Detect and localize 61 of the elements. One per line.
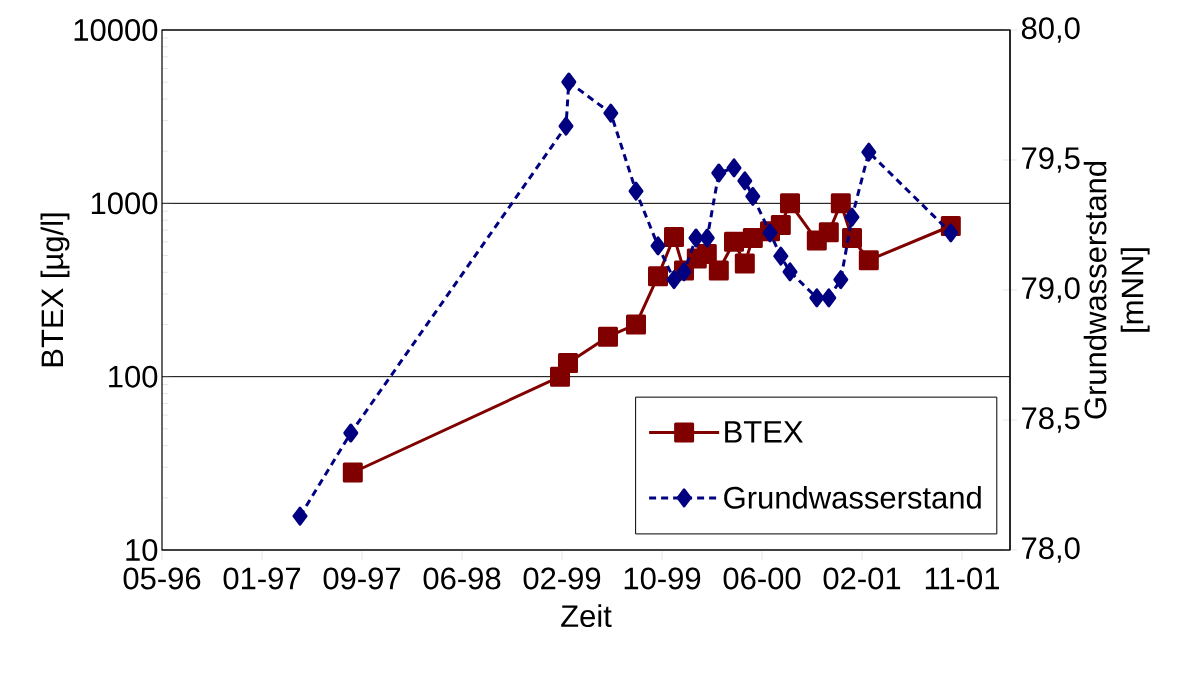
point [830, 193, 851, 214]
point [343, 423, 359, 443]
x-tick-label: 05-96 [123, 567, 201, 590]
point [664, 226, 685, 247]
y2-axis-title: Grundwasserstand [mNN] [1083, 161, 1150, 419]
x-tick-label: 09-97 [323, 567, 401, 590]
point [724, 231, 745, 252]
x-tick-label: 02-99 [523, 567, 601, 590]
point [773, 246, 789, 266]
x-axis-title: Zeit [561, 604, 612, 628]
point [699, 228, 715, 248]
x-tick-label: 06-00 [723, 567, 801, 590]
y-tick-label: 10000 [74, 19, 158, 41]
point [666, 270, 682, 290]
x-tick-label: 10-99 [624, 567, 701, 590]
point [650, 236, 666, 256]
point [561, 72, 577, 92]
point [558, 116, 574, 136]
point [628, 181, 644, 201]
point [626, 314, 647, 335]
point [696, 244, 717, 265]
point [603, 103, 619, 123]
point [943, 223, 959, 243]
point [809, 288, 825, 308]
point [558, 352, 578, 373]
x-tick-label: 02-01 [823, 567, 901, 590]
point [780, 193, 801, 214]
y-tick-label: 100 [109, 365, 158, 388]
y-tick-label: 10 [126, 539, 158, 561]
point [726, 158, 742, 178]
point [708, 260, 729, 281]
point [818, 222, 839, 243]
y2-tick-label: 79,5 [1022, 147, 1080, 173]
y-tick-label: 1000 [91, 192, 158, 215]
point [742, 228, 763, 249]
point [734, 253, 755, 274]
point [737, 171, 753, 191]
legend-label: BTEX [725, 421, 803, 443]
point [342, 462, 363, 483]
y2-tick-label: 80,0 [1021, 17, 1080, 43]
x-tick-label: 06-98 [423, 567, 501, 590]
point [833, 270, 849, 290]
y2-tick-label: 78,0 [1022, 537, 1080, 563]
y-axis-title: BTEX [µg/l] [40, 213, 70, 367]
y2-tick-label: 79,0 [1022, 277, 1080, 303]
x-tick-label: 01-97 [223, 567, 301, 590]
point [861, 142, 877, 162]
point [745, 186, 761, 206]
point [844, 207, 860, 227]
point [858, 250, 879, 271]
point [821, 288, 837, 308]
point [598, 326, 618, 347]
point [782, 262, 798, 282]
y2-tick-label: 78,5 [1022, 407, 1080, 433]
point [711, 163, 727, 183]
point [842, 228, 863, 249]
legend-label: Grundwasserstand [724, 485, 981, 509]
point [688, 228, 704, 248]
point [770, 215, 791, 235]
point [648, 266, 669, 287]
x-tick-label: 11-01 [925, 567, 999, 590]
